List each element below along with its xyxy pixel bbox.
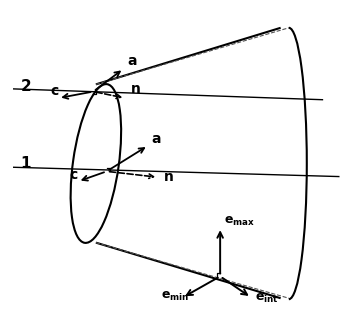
Text: 2: 2 <box>21 79 31 94</box>
Text: 1: 1 <box>21 156 31 171</box>
Text: n: n <box>131 82 140 96</box>
Text: a: a <box>151 132 161 146</box>
Text: $\mathbf{e}_\mathbf{int}$: $\mathbf{e}_\mathbf{int}$ <box>255 292 279 305</box>
Text: $\mathbf{e}_\mathbf{min}$: $\mathbf{e}_\mathbf{min}$ <box>161 290 190 303</box>
Text: c: c <box>70 168 78 182</box>
Text: c: c <box>50 84 58 98</box>
Text: $\mathbf{e}_\mathbf{max}$: $\mathbf{e}_\mathbf{max}$ <box>224 215 255 228</box>
Text: n: n <box>164 170 174 184</box>
Text: a: a <box>127 54 137 68</box>
